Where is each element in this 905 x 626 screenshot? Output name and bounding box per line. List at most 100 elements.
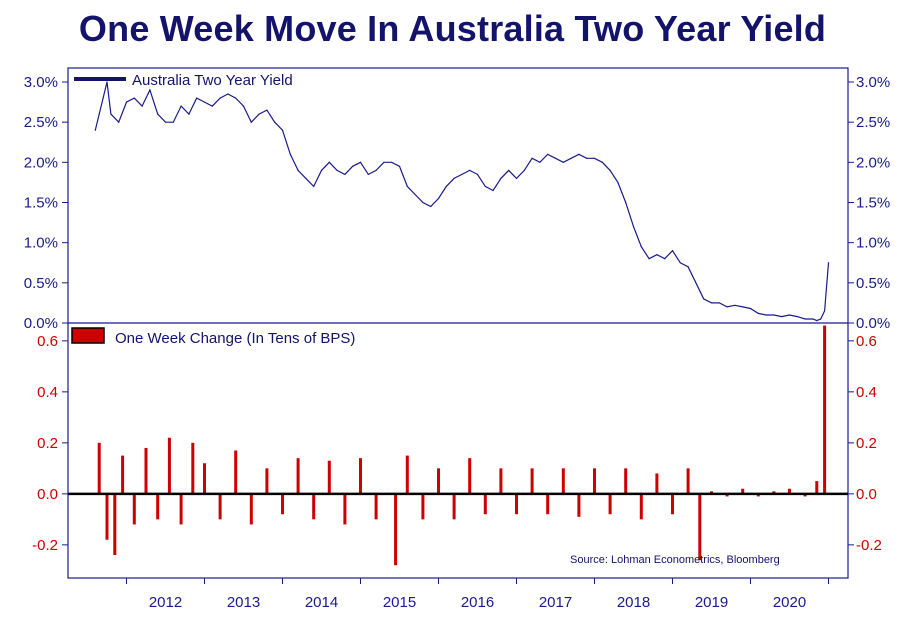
yield-point	[172, 121, 174, 123]
yield-point	[157, 113, 159, 115]
bottom-panel-ticks: 0.6 0.6 0.4 0.4 0.2 0.2 0.0 0.0 -0.2 -0.2	[32, 333, 882, 554]
yield-point	[734, 304, 736, 306]
x-tick-label: 2018	[617, 594, 650, 611]
y-tick-label-right: 1.5%	[856, 195, 890, 212]
x-tick-label: 2015	[383, 594, 416, 611]
x-tick-label: 2012	[149, 594, 182, 611]
yield-point	[219, 97, 221, 99]
yield-point	[726, 306, 728, 308]
bar	[803, 493, 807, 497]
yield-point	[383, 161, 385, 163]
bar	[437, 468, 440, 494]
bar	[624, 468, 628, 494]
yield-point	[695, 282, 697, 284]
yield-point	[352, 165, 354, 167]
y-tick-label-right: 0.0	[856, 486, 877, 503]
bar	[144, 447, 148, 494]
yield-point	[547, 153, 549, 155]
yield-point	[164, 121, 167, 123]
yield-point	[679, 262, 681, 264]
yield-point	[703, 298, 705, 300]
y-tick-label-left: 0.0	[37, 486, 58, 503]
bar	[710, 491, 713, 494]
yield-point	[578, 153, 580, 155]
yield-point	[266, 109, 268, 111]
legend-label-change: One Week Change (In Tens of BPS)	[115, 330, 355, 347]
yield-point	[500, 177, 502, 179]
bar	[815, 481, 819, 494]
y-tick-label-right: 1.0%	[856, 235, 890, 252]
yield-point	[320, 169, 323, 171]
y-tick-label-right: 3.0%	[856, 74, 890, 91]
legends: Australia Two Year Yield One Week Change…	[71, 72, 355, 347]
yield-point	[531, 157, 533, 159]
yield-point	[453, 177, 455, 179]
y-tick-label-right: 2.5%	[856, 114, 890, 131]
y-tick-label-left: 0.2	[37, 435, 58, 452]
yield-point	[539, 161, 541, 163]
yield-point	[796, 315, 798, 318]
bar	[249, 493, 253, 525]
yield-point	[648, 258, 650, 260]
bar	[156, 493, 160, 520]
bar	[405, 455, 409, 494]
yield-point	[375, 169, 377, 171]
bar	[823, 325, 827, 494]
yield-point	[188, 113, 190, 115]
yield-point	[492, 189, 494, 192]
yield-point	[827, 262, 830, 264]
bar	[483, 493, 487, 515]
bar	[639, 493, 643, 520]
bar	[421, 493, 425, 520]
bar	[741, 488, 745, 494]
bar	[179, 493, 183, 525]
y-tick-label-left: 0.0%	[24, 315, 58, 332]
bar	[394, 493, 398, 566]
bar	[593, 468, 596, 494]
bar	[788, 488, 791, 494]
yield-point	[640, 246, 642, 248]
yield-point	[515, 177, 518, 179]
yield-point	[523, 169, 525, 171]
legend-bar-swatch	[71, 327, 105, 344]
yield-point	[586, 157, 588, 159]
yield-point	[281, 129, 284, 131]
y-tick-label-right: 0.6	[856, 333, 877, 350]
x-axis-ticks: 2012 2013 2014 2015 2016 2017 2018 2019 2020	[126, 578, 829, 611]
y-tick-label-right: 0.2	[856, 435, 877, 452]
bar	[374, 493, 378, 520]
yield-point	[461, 173, 463, 175]
bar	[97, 442, 101, 494]
yield-point	[391, 161, 393, 163]
bar	[218, 493, 222, 520]
yield-point	[344, 173, 346, 175]
chart-title: One Week Move In Australia Two Year Yiel…	[78, 8, 827, 49]
yield-point	[141, 105, 143, 107]
bar	[561, 468, 565, 494]
yield-point	[242, 105, 245, 107]
yield-point	[781, 315, 783, 318]
yield-point	[773, 314, 775, 316]
yield-point	[313, 185, 315, 188]
y-tick-label-left: 0.6	[37, 333, 58, 350]
bar	[530, 468, 534, 494]
yield-point	[203, 101, 206, 103]
y-tick-label-left: 0.5%	[24, 275, 58, 292]
x-tick-label: 2020	[773, 594, 806, 611]
line-series	[94, 81, 830, 322]
source-note: Source: Lohman Econometrics, Bloomberg	[570, 554, 780, 566]
yield-point	[687, 266, 689, 268]
bar	[132, 493, 136, 525]
yield-point	[227, 93, 229, 95]
yield-point	[804, 318, 806, 320]
bar	[452, 493, 456, 520]
yield-point	[297, 169, 299, 171]
bar	[296, 458, 300, 494]
bar	[608, 493, 612, 515]
bar	[671, 493, 674, 515]
y-tick-label-left: 1.5%	[24, 195, 58, 212]
y-tick-label-left: 0.4	[37, 384, 58, 401]
yield-point	[562, 161, 564, 163]
y-tick-label-right: 0.4	[856, 384, 877, 401]
yield-point	[98, 113, 100, 115]
